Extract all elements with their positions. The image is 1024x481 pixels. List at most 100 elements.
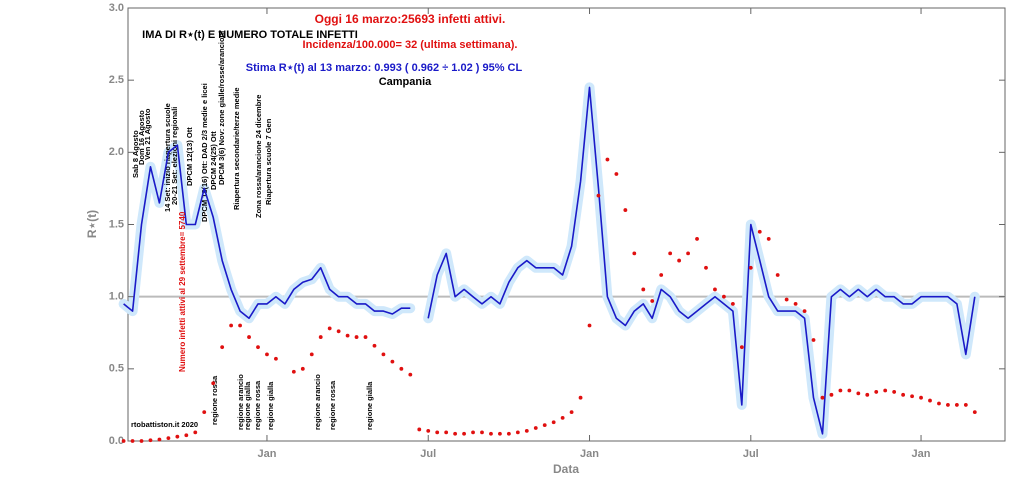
annotations: Sab 8 Agosto Dom 16 Agosto Ven 21 Agosto… [131,31,374,430]
data-point [417,427,422,432]
data-point [462,431,466,436]
data-point [265,352,269,357]
data-point [704,265,708,270]
data-point [605,157,610,162]
data-point [139,439,144,443]
data-point [802,309,807,313]
data-point [838,388,843,393]
data-point [713,287,717,292]
data-point [695,237,699,241]
subtitle: Oggi 16 marzo:25693 infetti attivi. [315,12,506,26]
annotation: Sab 8 Agosto [131,130,140,178]
data-point [623,208,628,212]
data-point [291,369,296,374]
annotation: DPCM 3(6) Nov: zone gialle/rosse/arancio… [217,31,226,185]
y-tick-label: 0.0 [109,435,124,447]
data-point [856,391,861,396]
y-axis-label: R⋆(t) [85,210,99,238]
data-point [336,329,341,334]
data-point [256,345,260,350]
subtitle: Stima R⋆(t) al 13 marzo: 0.993 ( 0.962 ÷… [246,62,523,74]
y-tick-label: 0.5 [109,363,124,375]
data-point [471,430,475,435]
y-tick-label: 3.0 [109,2,124,14]
annotation: rtobattiston.it 2020 [131,420,198,429]
data-point [300,366,305,371]
data-point [426,428,431,433]
data-point [963,403,968,407]
annotation: regione arancio [313,374,322,430]
annotation: DPCM 18(16) Ott: DAD 2/3 medie e licei [200,83,209,222]
data-point [121,439,126,443]
data-point [130,439,135,443]
data-point [453,431,458,436]
data-point [757,229,762,234]
data-point [954,403,959,407]
data-point [524,428,529,433]
data-point [345,333,350,338]
data-point [560,416,565,420]
annotation: regione rossa [210,375,219,425]
y-tick-label: 2.5 [109,74,124,86]
data-point [748,265,753,270]
data-point [569,410,574,415]
data-point [184,433,189,438]
data-point [175,434,180,439]
annotation: DPCM 24(25) Ott [209,131,218,190]
y-tick-label: 1.0 [109,291,124,303]
annotation: DPCM 12(13) Ott [185,127,194,186]
data-point [193,430,198,435]
data-point [390,359,395,364]
data-point [498,431,502,436]
data-point [874,390,879,394]
chart-title: IMA DI R⋆(t) E NUMERO TOTALE INFETTI [142,29,358,41]
data-point [766,237,771,241]
subtitle: Campania [379,76,432,88]
data-point [775,273,780,277]
y-tick-label: 2.0 [109,146,124,158]
annotation: regione gialla [243,381,252,430]
annotation: regione arancio [236,374,245,430]
data-point [937,401,941,406]
subtitle: Incidenza/100.000= 32 (ultima settimana)… [303,39,518,51]
data-point [381,352,386,357]
data-point [632,251,637,256]
data-point [919,395,923,400]
data-point [928,398,932,403]
data-point [668,251,673,256]
data-point [659,273,664,277]
data-point [480,430,484,435]
data-point [551,420,556,425]
data-point [650,299,655,303]
data-point [363,335,368,339]
data-point [327,326,332,331]
data-point [202,410,207,415]
data-point [399,366,404,371]
data-point [910,394,914,399]
data-point [211,381,216,386]
data-point [614,172,619,176]
x-tick-label: Jan [912,448,931,460]
data-point [435,430,440,435]
x-tick-label: Jul [743,448,759,460]
data-point [793,301,798,306]
data-point [318,335,323,339]
annotation: regione rossa [328,380,337,430]
data-point [157,437,162,442]
data-point [972,410,977,415]
data-point [730,301,735,306]
data-point [408,372,413,377]
data-point [587,323,592,328]
data-point [148,438,153,443]
annotation: Dom 16 Agosto [137,110,146,165]
annotation: Ven 21 Agosto [143,108,152,160]
data-point [542,423,547,428]
annotation: regione rossa [253,380,262,430]
data-point [739,345,744,350]
data-point [309,352,314,357]
data-point [641,287,646,292]
data-point [238,323,242,328]
data-point [892,390,897,394]
data-point [372,343,377,348]
